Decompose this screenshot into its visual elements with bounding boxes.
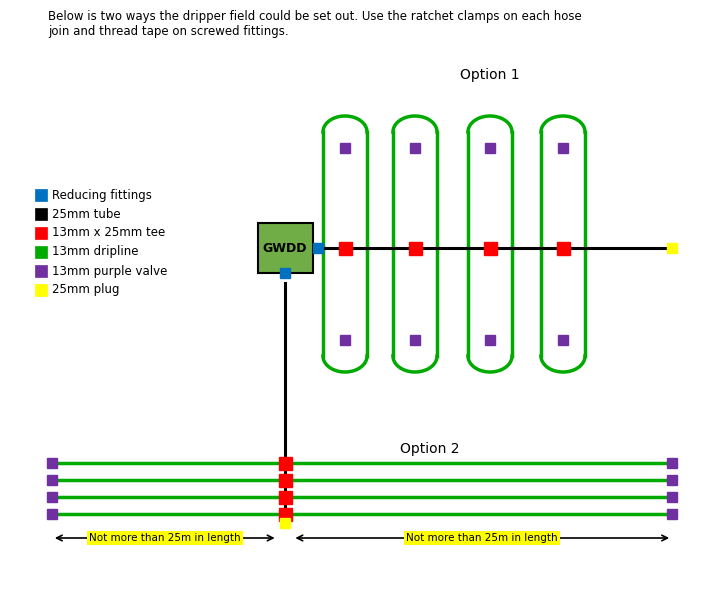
Bar: [35, 265, 47, 277]
Bar: [410, 143, 420, 153]
Text: 13mm dripline: 13mm dripline: [52, 245, 138, 259]
Bar: [340, 143, 350, 153]
Bar: [667, 458, 677, 468]
Bar: [279, 508, 291, 520]
Bar: [47, 492, 57, 502]
Bar: [410, 335, 420, 345]
Bar: [35, 284, 47, 296]
Bar: [279, 457, 291, 470]
Bar: [279, 473, 291, 487]
Text: Reducing fittings: Reducing fittings: [52, 189, 152, 202]
Bar: [483, 242, 496, 254]
Bar: [47, 509, 57, 519]
Text: Below is two ways the dripper field could be set out. Use the ratchet clamps on : Below is two ways the dripper field coul…: [48, 10, 581, 38]
Bar: [558, 143, 568, 153]
Bar: [667, 492, 677, 502]
Text: Option 1: Option 1: [460, 68, 520, 82]
Bar: [35, 246, 47, 258]
Bar: [47, 475, 57, 485]
Text: 25mm plug: 25mm plug: [52, 283, 120, 297]
Text: GWDD: GWDD: [263, 242, 307, 254]
Bar: [35, 189, 47, 201]
Bar: [47, 458, 57, 468]
Bar: [35, 208, 47, 220]
Bar: [35, 227, 47, 239]
Text: Not more than 25m in length: Not more than 25m in length: [407, 533, 558, 543]
Bar: [280, 518, 290, 528]
Text: 25mm tube: 25mm tube: [52, 207, 120, 221]
Bar: [556, 242, 569, 254]
Bar: [409, 242, 422, 254]
Text: Not more than 25m in length: Not more than 25m in length: [89, 533, 241, 543]
Bar: [485, 335, 495, 345]
Text: 13mm purple valve: 13mm purple valve: [52, 264, 168, 278]
Bar: [667, 243, 677, 253]
Bar: [340, 335, 350, 345]
Text: Option 2: Option 2: [400, 442, 460, 456]
Bar: [258, 223, 312, 273]
Bar: [485, 143, 495, 153]
Bar: [667, 509, 677, 519]
Bar: [339, 242, 352, 254]
Text: 13mm x 25mm tee: 13mm x 25mm tee: [52, 226, 165, 240]
Bar: [558, 335, 568, 345]
Bar: [279, 490, 291, 503]
Bar: [667, 475, 677, 485]
Bar: [280, 268, 290, 278]
Bar: [312, 243, 322, 253]
